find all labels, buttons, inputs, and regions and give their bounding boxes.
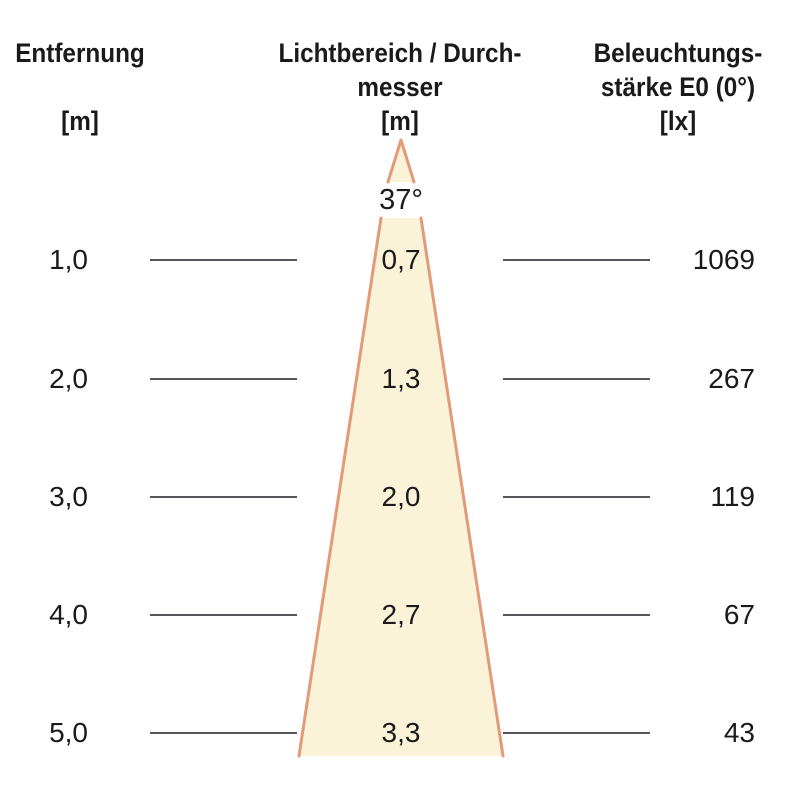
header-distance-line1: Entfernung [15, 38, 145, 68]
header-distance-line2 [8, 70, 152, 104]
header-distance: Entfernung [m] [8, 36, 152, 138]
illuminance-value: 67 [723, 599, 755, 630]
header-diameter-line1: Lichtbereich / Durch- [278, 38, 522, 68]
cone-body [297, 216, 505, 758]
row-reference-lines [150, 259, 650, 734]
diameter-value: 3,3 [381, 717, 421, 748]
header-diameter-line2: messer [357, 72, 443, 102]
header-illuminance-unit: [lx] [659, 106, 697, 136]
header-distance-unit: [m] [61, 106, 99, 136]
illuminance-value: 267 [708, 363, 755, 394]
diameter-value: 0,7 [381, 244, 421, 275]
cone-apex [386, 138, 416, 184]
header-illuminance-line2: stärke E0 (0°) [600, 72, 756, 102]
diameter-value: 2,7 [381, 599, 421, 630]
diameter-value: 2,0 [381, 481, 421, 512]
distance-value: 1,0 [49, 244, 88, 275]
distance-value: 2,0 [49, 363, 88, 394]
header-illuminance: Beleuchtungs- stärke E0 (0°) [lx] [568, 36, 788, 138]
header-diameter: Lichtbereich / Durch- messer [m] [270, 36, 531, 138]
illuminance-value: 43 [723, 717, 755, 748]
illuminance-value: 1069 [692, 244, 755, 275]
distance-value: 4,0 [49, 599, 88, 630]
illuminance-value: 119 [710, 481, 755, 512]
header-diameter-unit: [m] [381, 106, 419, 136]
diameter-value: 1,3 [381, 363, 421, 394]
distance-value: 3,0 [49, 481, 88, 512]
beam-angle-label: 37° [379, 184, 423, 216]
header-illuminance-line1: Beleuchtungs- [593, 38, 763, 68]
distance-value: 5,0 [49, 717, 88, 748]
